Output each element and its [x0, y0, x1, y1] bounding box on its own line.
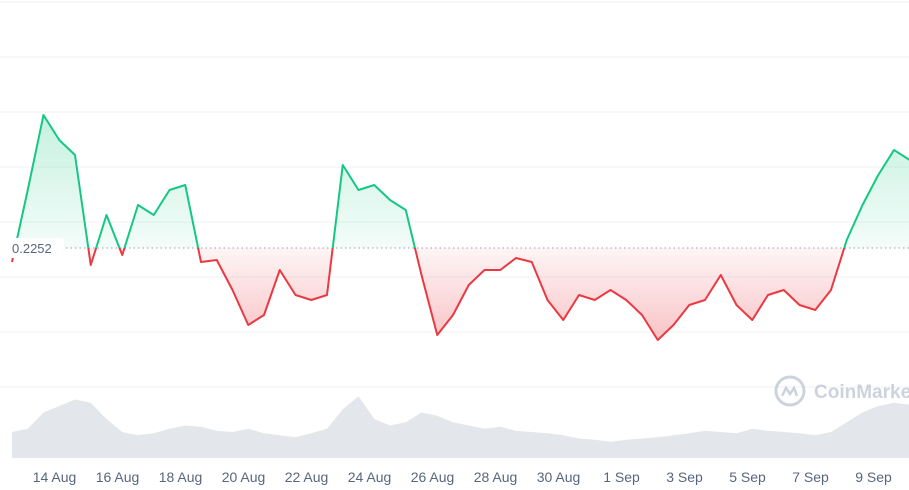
- x-tick-label: 24 Aug: [348, 469, 392, 485]
- watermark: CoinMarketCap: [774, 375, 909, 407]
- x-tick-label: 30 Aug: [537, 469, 581, 485]
- watermark-logo: [774, 375, 806, 407]
- x-tick-label: 7 Sep: [792, 469, 829, 485]
- x-tick-label: 16 Aug: [96, 469, 140, 485]
- price-line: [11, 114, 909, 341]
- x-tick-label: 14 Aug: [33, 469, 77, 485]
- x-tick-label: 18 Aug: [159, 469, 203, 485]
- x-tick-label: 3 Sep: [666, 469, 703, 485]
- x-tick-label: 5 Sep: [729, 469, 766, 485]
- baseline-label: 0.2252: [12, 241, 52, 256]
- volume-area: [12, 396, 909, 458]
- watermark-text: CoinMarketCap: [814, 382, 909, 403]
- x-tick-label: 1 Sep: [603, 469, 640, 485]
- x-tick-label: 26 Aug: [411, 469, 455, 485]
- watermark-logo-mark: [780, 385, 799, 397]
- x-tick-label: 28 Aug: [474, 469, 518, 485]
- x-tick-label: 22 Aug: [285, 469, 329, 485]
- grid: [0, 1, 909, 388]
- x-tick-label: 20 Aug: [222, 469, 266, 485]
- x-tick-label: 9 Sep: [855, 469, 892, 485]
- baseline-label-bg: [6, 238, 64, 258]
- price-area: [12, 115, 909, 340]
